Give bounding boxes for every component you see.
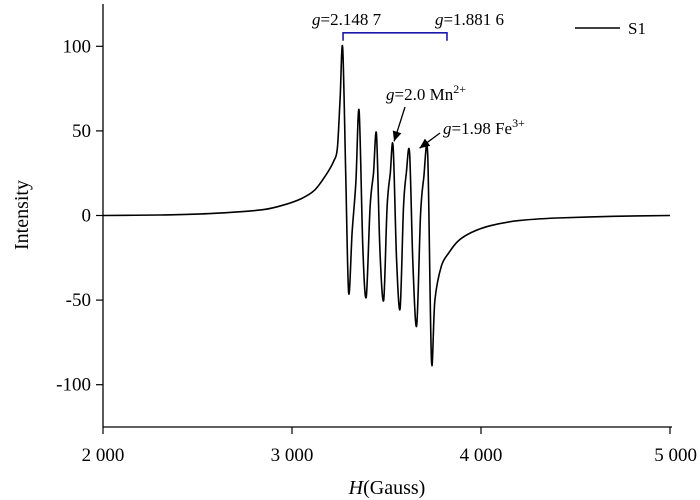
x-ticks: 2 000 3 000 4 000 5 000 [82, 427, 697, 466]
series-line-s1 [102, 44, 671, 367]
legend-label-s1: S1 [628, 19, 646, 38]
g-value-bracket [342, 31, 448, 41]
y-tick-label: -100 [56, 375, 91, 396]
y-tick-label: 50 [72, 121, 91, 142]
series-layer [102, 44, 671, 367]
y-tick-label: 0 [82, 206, 92, 227]
x-tick-label: 5 000 [654, 445, 697, 466]
y-axis-title: Intensity [11, 180, 33, 250]
x-tick-label: 2 000 [82, 445, 125, 466]
x-axis-title-unit: (Gauss) [363, 477, 425, 499]
x-axis-title-variable: H [348, 477, 365, 499]
legend: S1 [575, 19, 646, 38]
g-label-left: g=2.148 7 [312, 10, 382, 29]
x-tick-label: 3 000 [271, 445, 314, 466]
annotation-layer: g=2.148 7 g=1.881 6 g=2.0 Mn2+ g=1.98 Fe3+ [312, 10, 525, 149]
plot-area: 100 50 0 -50 -100 2 000 3 000 4 000 5 000 g=2.1… [56, 4, 697, 466]
y-tick-label: -50 [66, 290, 91, 311]
g-label-right: g=1.881 6 [435, 10, 504, 29]
arrow-mn-head [392, 130, 402, 142]
y-ticks: 100 50 0 -50 -100 [56, 36, 103, 396]
y-tick-label: 100 [63, 36, 92, 57]
g-label-mn: g=2.0 Mn2+ [386, 82, 466, 104]
arrow-fe-head [419, 138, 431, 149]
x-tick-label: 4 000 [460, 445, 503, 466]
g-label-fe: g=1.98 Fe3+ [443, 116, 525, 138]
x-axis-title: H(Gauss) [348, 477, 426, 499]
